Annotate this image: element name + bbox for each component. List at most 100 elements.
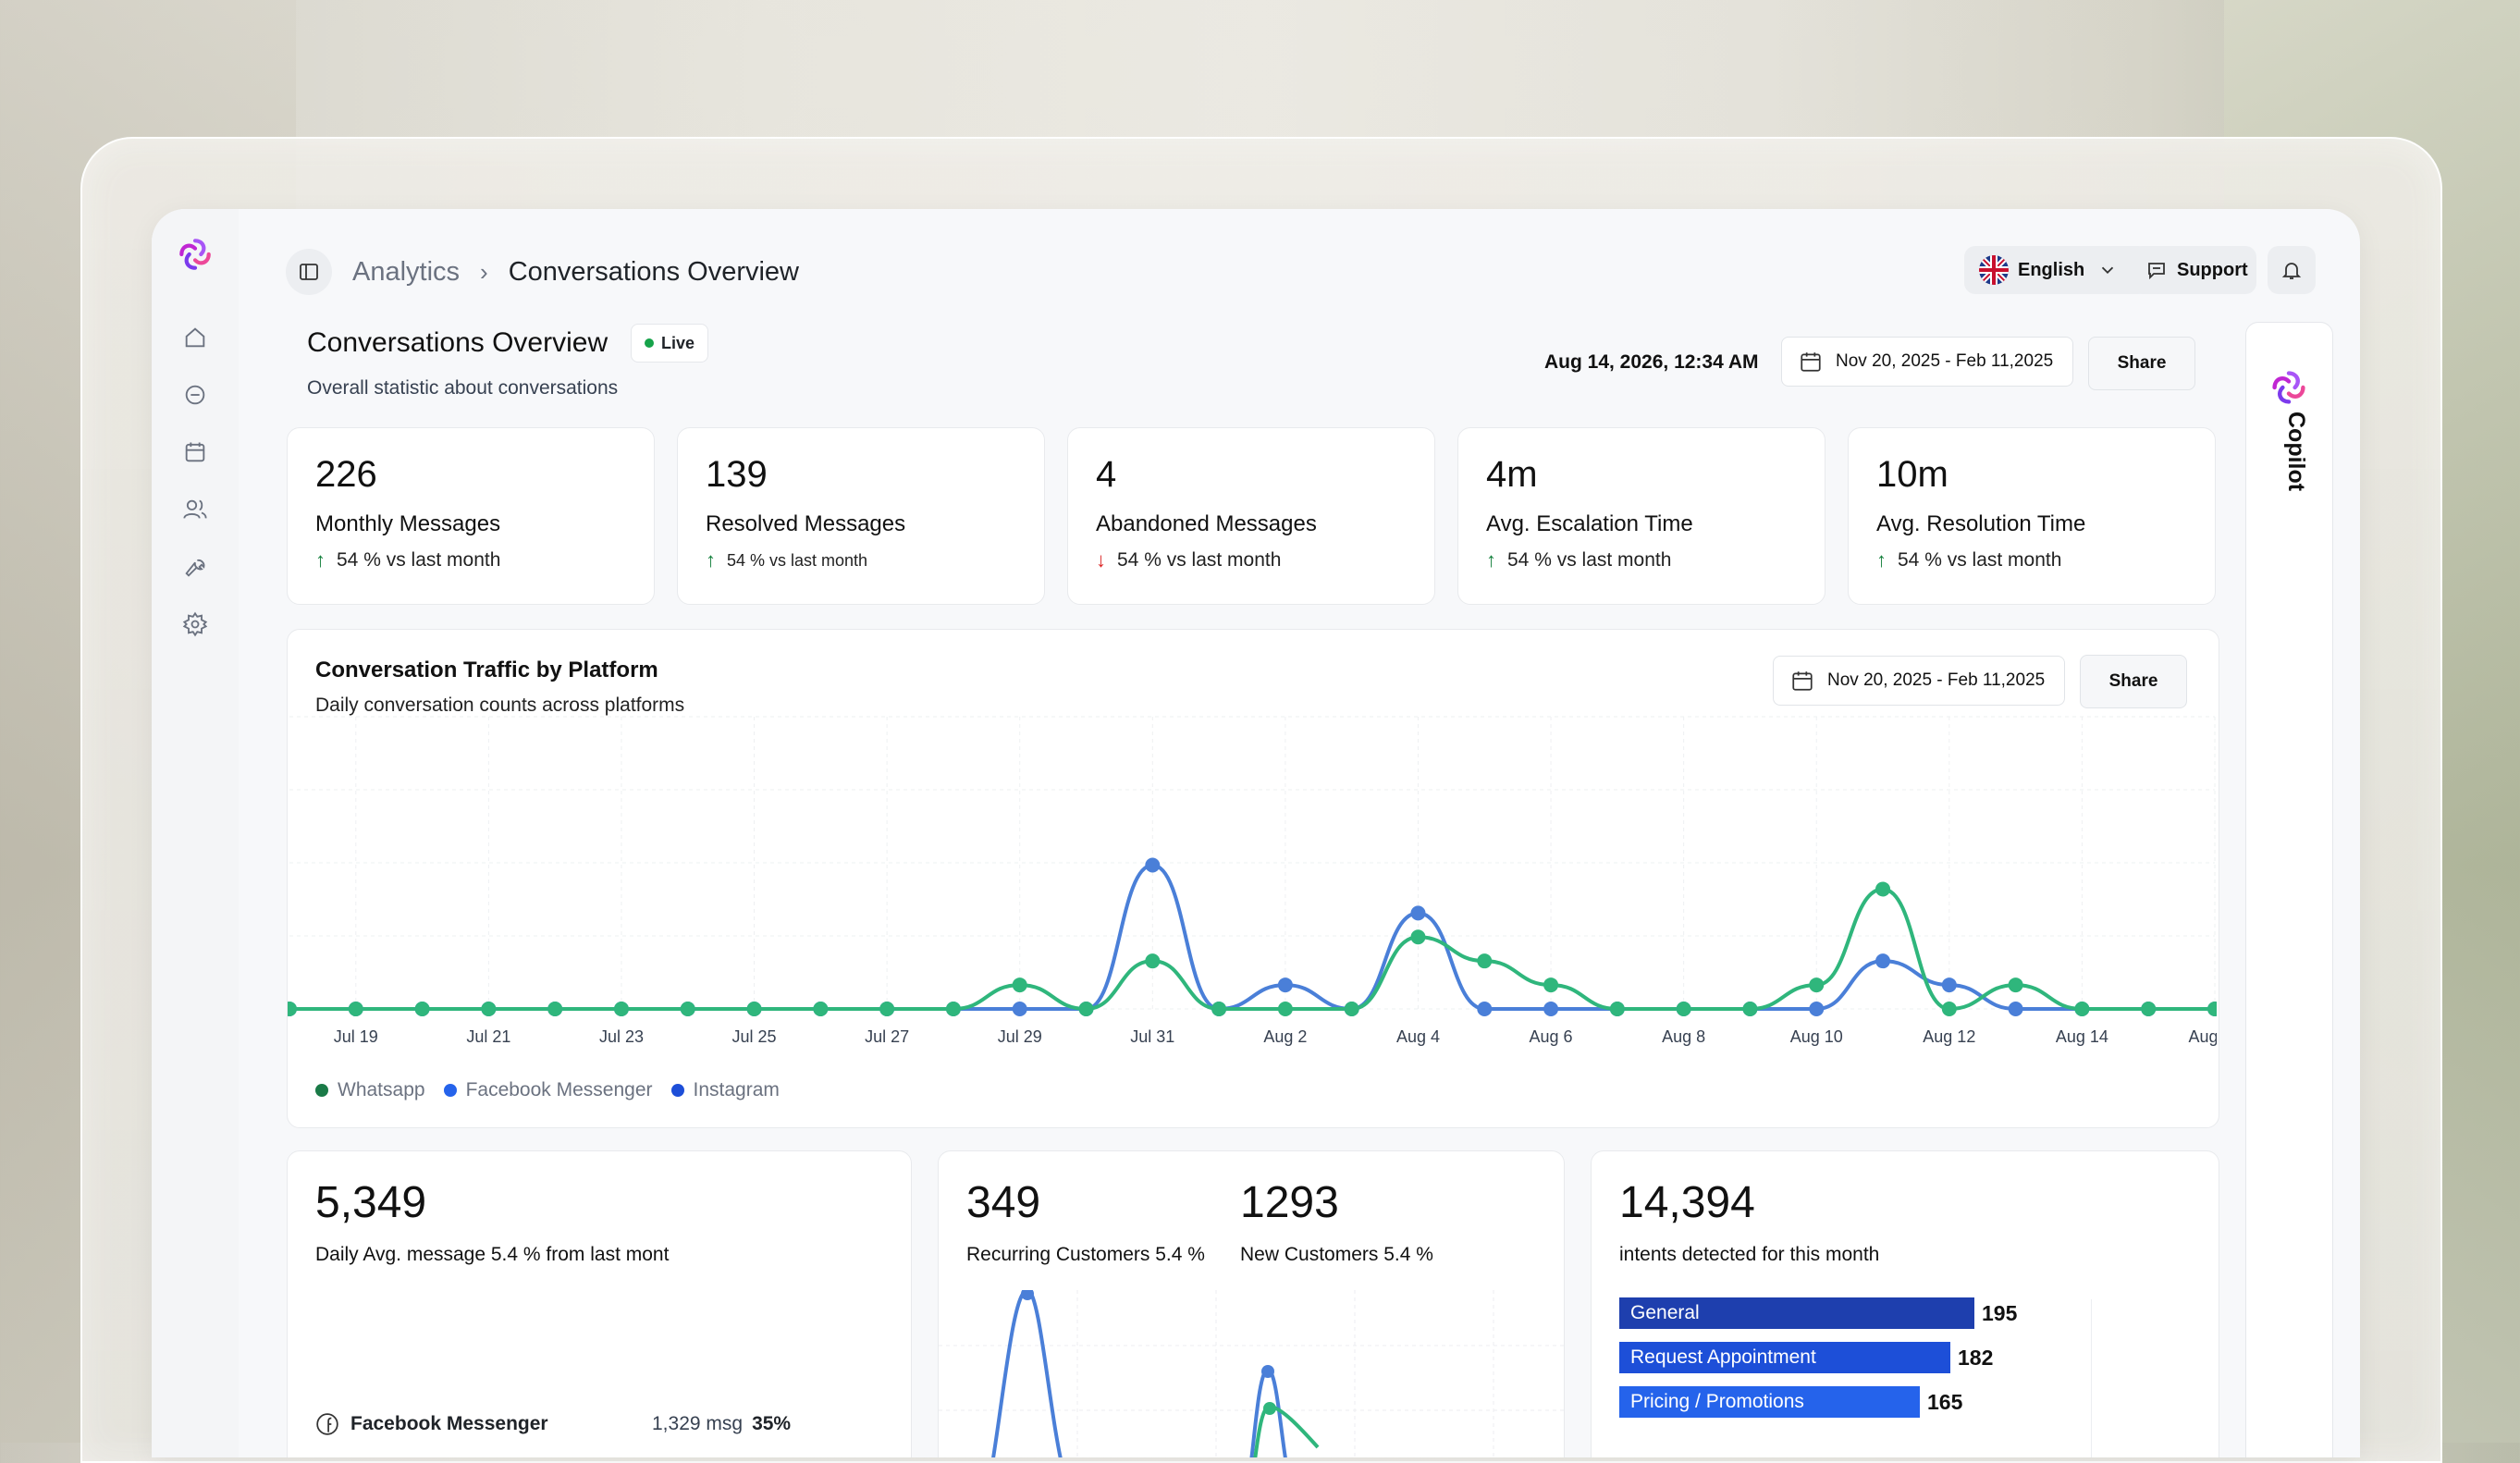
data-point-facebook-messenger[interactable]	[1875, 953, 1891, 969]
arrow-up-icon: ↑	[1486, 548, 1496, 572]
data-point-whatsapp[interactable]	[1277, 1002, 1293, 1016]
data-point-facebook-messenger[interactable]	[1543, 1002, 1559, 1016]
intent-bar-row[interactable]: Pricing / Promotions 165	[1619, 1386, 1962, 1418]
current-datetime: Aug 14, 2026, 12:34 AM	[1544, 351, 1759, 373]
calendar-icon[interactable]	[181, 438, 209, 466]
data-point-whatsapp[interactable]	[2141, 1002, 2157, 1016]
header-date-range-picker[interactable]: Nov 20, 2025 - Feb 11,2025	[1781, 337, 2073, 387]
data-point-whatsapp[interactable]	[613, 1002, 629, 1016]
series-line-facebook-messenger	[289, 863, 2215, 1012]
notifications-button[interactable]	[2268, 246, 2316, 294]
mini-chart-point	[1261, 1365, 1274, 1378]
intents-grid-line	[2091, 1299, 2092, 1457]
data-point-facebook-messenger[interactable]	[1809, 1002, 1825, 1016]
x-tick-label: Jul 29	[998, 1027, 1042, 1046]
data-point-whatsapp[interactable]	[1809, 977, 1825, 993]
data-point-facebook-messenger[interactable]	[1410, 905, 1426, 921]
traffic-share-button[interactable]: Share	[2080, 655, 2187, 708]
chevron-down-icon	[2102, 266, 2114, 275]
sidebar-toggle-button[interactable]	[286, 249, 332, 295]
data-point-whatsapp[interactable]	[1742, 1002, 1758, 1016]
recurring-customers-value: 349	[966, 1178, 1041, 1227]
x-tick-label: Jul 21	[466, 1027, 510, 1046]
x-tick-label: Aug 16	[2188, 1027, 2217, 1046]
data-point-facebook-messenger[interactable]	[2008, 1002, 2023, 1016]
data-point-whatsapp[interactable]	[348, 1002, 363, 1016]
wrench-icon[interactable]	[181, 553, 209, 581]
traffic-date-range-picker[interactable]: Nov 20, 2025 - Feb 11,2025	[1773, 656, 2065, 706]
data-point-whatsapp[interactable]	[1012, 977, 1027, 993]
data-point-whatsapp[interactable]	[547, 1002, 563, 1016]
data-point-whatsapp[interactable]	[414, 1002, 430, 1016]
mini-chart-grid	[939, 1290, 1564, 1457]
sidebar-panel-icon	[300, 264, 318, 280]
stat-card: 226 Monthly Messages ↑ 54 % vs last mont…	[287, 427, 655, 605]
support-button[interactable]: Support	[2131, 246, 2256, 294]
users-icon[interactable]	[181, 496, 209, 523]
x-tick-label: Aug 2	[1263, 1027, 1307, 1046]
breadcrumb: Analytics › Conversations Overview	[286, 246, 799, 298]
customers-card: 349 Recurring Customers 5.4 % 1293 New C…	[938, 1150, 1565, 1457]
settings-gear-icon[interactable]	[181, 610, 209, 638]
intent-bar-row[interactable]: General 195	[1619, 1297, 2017, 1329]
data-point-whatsapp[interactable]	[1211, 1002, 1227, 1016]
sidebar	[152, 209, 239, 1457]
data-point-whatsapp[interactable]	[481, 1002, 497, 1016]
intent-bar: Pricing / Promotions	[1619, 1386, 1920, 1418]
mini-chart-line-blue	[991, 1290, 1063, 1457]
intent-bar-value: 165	[1927, 1389, 1963, 1414]
data-point-whatsapp[interactable]	[1543, 977, 1559, 993]
data-point-whatsapp[interactable]	[1875, 881, 1891, 897]
header-share-button[interactable]: Share	[2088, 337, 2195, 390]
stat-trend-text: 54 % vs last month	[1117, 549, 1282, 571]
platform-pct: 35%	[752, 1413, 792, 1434]
data-point-whatsapp[interactable]	[1676, 1002, 1691, 1016]
data-point-whatsapp[interactable]	[1609, 1002, 1625, 1016]
data-point-facebook-messenger[interactable]	[1277, 977, 1293, 993]
data-point-whatsapp[interactable]	[1344, 1002, 1359, 1016]
facebook-icon	[316, 1413, 338, 1435]
intent-bar-value: 195	[1982, 1300, 2018, 1325]
data-point-whatsapp[interactable]	[945, 1002, 961, 1016]
data-point-whatsapp[interactable]	[680, 1002, 695, 1016]
stat-value: 10m	[1876, 454, 1948, 495]
data-point-whatsapp[interactable]	[2074, 1002, 2090, 1016]
traffic-chart-title: Conversation Traffic by Platform	[315, 658, 658, 682]
data-point-whatsapp[interactable]	[1941, 1002, 1957, 1016]
x-tick-label: Aug 10	[1790, 1027, 1843, 1046]
data-point-whatsapp[interactable]	[1477, 953, 1493, 969]
new-customers-value: 1293	[1240, 1178, 1339, 1227]
legend-dot	[670, 1084, 684, 1097]
data-point-whatsapp[interactable]	[813, 1002, 829, 1016]
data-point-facebook-messenger[interactable]	[1145, 857, 1161, 873]
data-point-facebook-messenger[interactable]	[1477, 1002, 1493, 1016]
data-point-whatsapp[interactable]	[1145, 953, 1161, 969]
breadcrumb-analytics-link[interactable]: Analytics	[352, 256, 461, 287]
data-point-whatsapp[interactable]	[879, 1002, 895, 1016]
support-label: Support	[2177, 259, 2248, 280]
data-point-whatsapp[interactable]	[1078, 1002, 1094, 1016]
data-point-whatsapp[interactable]	[1410, 929, 1426, 945]
live-status-dot	[645, 338, 654, 348]
stat-value: 226	[315, 454, 377, 495]
stat-card: 4m Avg. Escalation Time ↑ 54 % vs last m…	[1457, 427, 1825, 605]
chat-icon[interactable]	[181, 381, 209, 409]
data-point-whatsapp[interactable]	[2207, 1002, 2217, 1016]
intent-bar-row[interactable]: Request Appointment 182	[1619, 1342, 1993, 1373]
data-point-whatsapp[interactable]	[2008, 977, 2023, 993]
arrow-up-icon: ↑	[706, 548, 716, 572]
data-point-facebook-messenger[interactable]	[1012, 1002, 1027, 1016]
calendar-icon	[1801, 352, 1821, 372]
x-tick-label: Jul 23	[599, 1027, 644, 1046]
copilot-panel[interactable]: Copilot	[2245, 322, 2333, 1457]
platform-msgs: 1,329 msg	[652, 1413, 744, 1434]
recurring-customers-label: Recurring Customers 5.4 %	[966, 1244, 1205, 1265]
data-point-whatsapp[interactable]	[746, 1002, 762, 1016]
x-tick-label: Aug 4	[1396, 1027, 1440, 1046]
data-point-facebook-messenger[interactable]	[1941, 977, 1957, 993]
traffic-line-chart: Jul 19 Jul 21 Jul 23 Jul 25 Jul 27 Jul 29 Jul …	[288, 716, 2217, 1046]
home-icon[interactable]	[181, 324, 209, 351]
brand-logo-icon[interactable]	[176, 235, 215, 274]
language-selector[interactable]: English	[1964, 246, 2149, 294]
data-point-whatsapp[interactable]	[288, 1002, 297, 1016]
